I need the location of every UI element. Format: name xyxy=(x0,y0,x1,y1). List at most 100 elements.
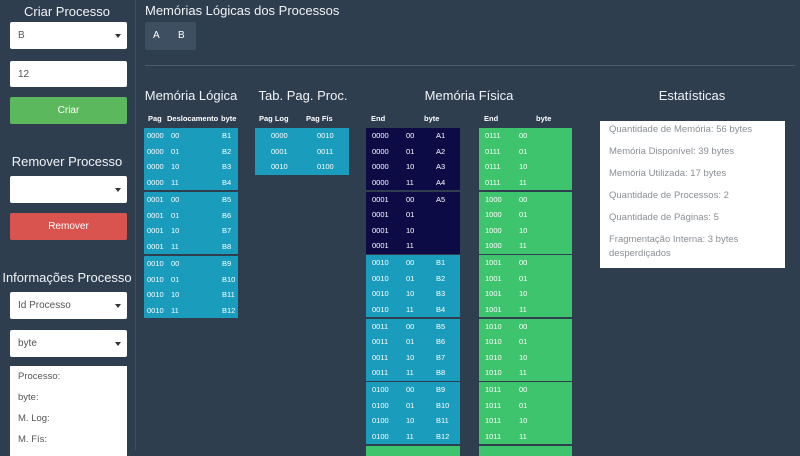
column-header: End xyxy=(371,114,386,123)
cell: 1000 xyxy=(485,210,502,219)
caret xyxy=(115,33,121,38)
cell: 0010 xyxy=(147,290,164,299)
text-input[interactable]: 12 xyxy=(10,61,127,87)
cell: 10 xyxy=(519,162,528,171)
cell: B4 xyxy=(222,177,232,187)
cell: B10 xyxy=(436,400,450,410)
memory-frame xyxy=(479,128,572,190)
cell: 01 xyxy=(519,273,528,283)
select[interactable] xyxy=(10,176,127,203)
cell: 0010 xyxy=(372,273,389,283)
cell: B11 xyxy=(222,290,235,299)
cell: B11 xyxy=(436,416,449,425)
cell: 0001 xyxy=(147,195,164,204)
cell: 00 xyxy=(406,131,415,140)
cell: B5 xyxy=(222,195,232,204)
cell: 0111 xyxy=(485,177,501,187)
cell: 10 xyxy=(406,162,415,171)
page-block xyxy=(144,128,238,190)
cell: B7 xyxy=(436,352,446,362)
stat-item: Quantidade de Memória: 56 bytes xyxy=(609,124,753,135)
cell: 0001 xyxy=(372,210,389,219)
cell: A2 xyxy=(436,146,446,156)
cell: B3 xyxy=(222,162,232,171)
cell: 1010 xyxy=(485,321,502,331)
memory-frame xyxy=(479,382,572,444)
cell: 0001 xyxy=(271,146,288,156)
cell: B1 xyxy=(436,258,446,267)
memory-frame xyxy=(366,191,460,254)
stat-item: Memória Disponível: 39 bytes xyxy=(609,146,735,157)
info-field: byte: xyxy=(18,392,39,403)
caret xyxy=(115,341,121,346)
select[interactable]: B xyxy=(10,22,127,49)
cell: 0001 xyxy=(372,194,389,204)
tab[interactable]: A xyxy=(153,30,160,41)
cell: A4 xyxy=(436,177,446,187)
column-header: Pag Fís xyxy=(306,114,333,123)
cell: 1011 xyxy=(485,416,502,425)
remove-button[interactable]: Remover xyxy=(10,213,127,240)
cell: 0001 xyxy=(372,225,389,235)
cell: 0001 xyxy=(147,241,164,251)
select[interactable]: Id Processo xyxy=(10,292,127,319)
cell: 0010 xyxy=(317,131,334,140)
cell: 1010 xyxy=(485,352,502,362)
cell: 11 xyxy=(519,304,527,314)
page-title: Memórias Lógicas dos Processos xyxy=(145,3,340,18)
cell: 11 xyxy=(406,177,414,187)
cell: 0000 xyxy=(372,177,389,187)
cell: 0011 xyxy=(372,368,389,377)
cell: 10 xyxy=(171,290,180,299)
create-button[interactable]: Criar xyxy=(10,97,127,124)
info-field: M. Log: xyxy=(18,413,50,424)
cell: B1 xyxy=(222,131,232,140)
caret xyxy=(115,303,121,308)
cell: 0000 xyxy=(271,131,288,140)
tab[interactable]: B xyxy=(178,30,185,41)
cell: B8 xyxy=(436,368,446,377)
cell: 0100 xyxy=(372,400,389,410)
select[interactable]: byte xyxy=(10,330,127,357)
cell: 01 xyxy=(519,146,528,156)
cell: 0000 xyxy=(147,146,164,156)
tab-bar xyxy=(145,22,196,50)
memory-frame xyxy=(366,128,460,190)
stat-item: Quantidade de Processos: 2 xyxy=(609,190,729,201)
memory-frame xyxy=(366,382,460,444)
cell: 10 xyxy=(519,289,528,298)
cell: B5 xyxy=(436,321,446,331)
cell: 01 xyxy=(519,337,528,346)
cell: B6 xyxy=(222,210,232,220)
cell: 11 xyxy=(171,241,179,251)
memory-frame xyxy=(479,318,572,381)
cell: 11 xyxy=(171,305,179,315)
cell: 01 xyxy=(406,400,415,410)
cell: 11 xyxy=(519,177,527,187)
table-title: Tab. Pag. Proc. xyxy=(258,88,348,103)
info-panel xyxy=(10,366,127,456)
memory-frame xyxy=(479,191,572,254)
cell: 1011 xyxy=(485,431,502,441)
caret xyxy=(115,187,121,192)
cell: 0000 xyxy=(147,162,164,171)
cell: 0000 xyxy=(372,131,389,140)
cell: B12 xyxy=(222,305,236,315)
cell: 11 xyxy=(406,241,414,250)
cell: 0010 xyxy=(147,305,164,315)
column-header: Pag xyxy=(148,114,162,123)
section-title: Informações Processo xyxy=(2,270,132,285)
cell: 0111 xyxy=(485,162,501,171)
cell: 00 xyxy=(171,195,180,204)
cell: 1011 xyxy=(485,400,502,410)
cell: 0001 xyxy=(147,210,164,220)
cell: 10 xyxy=(406,225,415,235)
cell: 1010 xyxy=(485,337,502,346)
cell: 0000 xyxy=(147,131,164,140)
cell: 0011 xyxy=(372,352,389,362)
cell: 0011 xyxy=(372,337,389,346)
sidebar-divider xyxy=(135,0,136,450)
page-block xyxy=(144,192,238,254)
cell: 1001 xyxy=(485,258,502,267)
cell: A5 xyxy=(436,194,446,204)
